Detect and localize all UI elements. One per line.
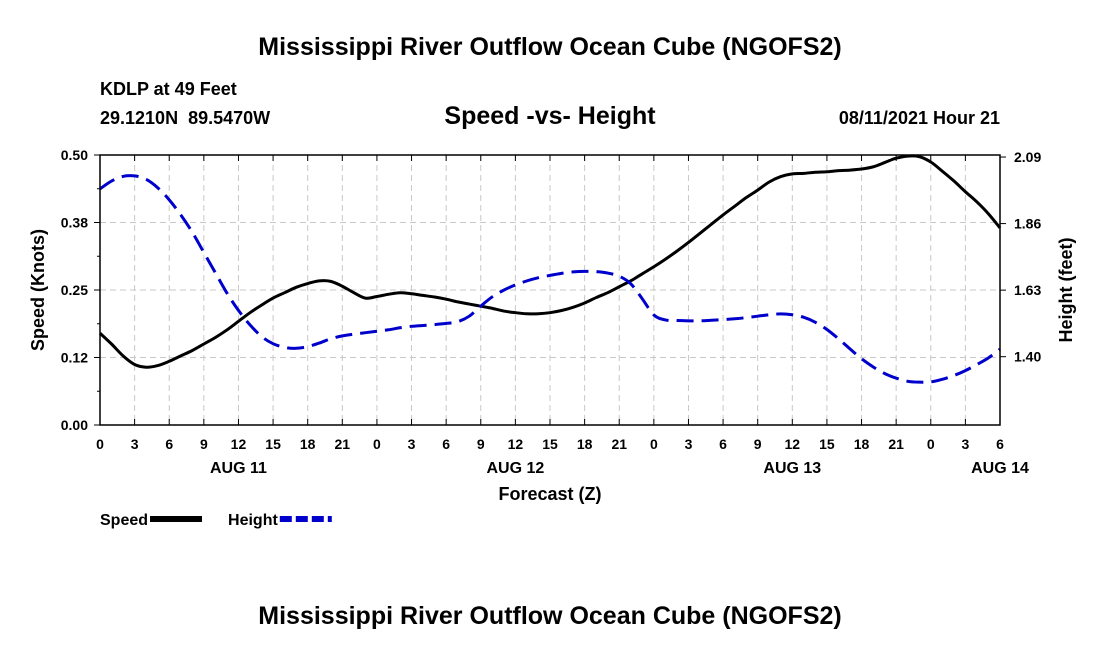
x-tick-label: 6 [442, 436, 450, 452]
height-series-line [99, 174, 1001, 384]
x-tick-label: 12 [508, 436, 524, 452]
x-tick-label: 21 [611, 436, 627, 452]
x-tick-label: 15 [819, 436, 835, 452]
x-tick-label: 6 [165, 436, 173, 452]
x-tick-label: 18 [300, 436, 316, 452]
date-label: AUG 11 [210, 460, 267, 477]
forecast-timestamp: 08/11/2021 Hour 21 [839, 108, 1000, 128]
y2-tick-label: 1.63 [1014, 282, 1041, 298]
x-tick-label: 6 [996, 436, 1004, 452]
x-tick-label: 6 [719, 436, 727, 452]
y-tick-label: 0.38 [61, 215, 88, 231]
y-tick-label: 0.25 [61, 282, 88, 298]
date-label: AUG 13 [763, 460, 821, 477]
x-axis-label: Forecast (Z) [498, 484, 601, 504]
x-tick-label: 9 [477, 436, 485, 452]
y2-tick-label: 2.09 [1014, 149, 1041, 165]
y-tick-label: 0.50 [61, 147, 88, 163]
station-coords: 29.1210N 89.5470W [100, 108, 270, 128]
x-tick-label: 15 [542, 436, 558, 452]
x-tick-label: 21 [335, 436, 351, 452]
y2-axis-label: Height (feet) [1056, 238, 1076, 343]
x-tick-label: 0 [96, 436, 104, 452]
x-tick-label: 12 [231, 436, 247, 452]
x-tick-label: 3 [961, 436, 969, 452]
x-tick-label: 0 [927, 436, 935, 452]
series-lines [98, 154, 1002, 384]
chart-subtitle: Speed -vs- Height [444, 102, 656, 130]
grid-lines [100, 155, 1000, 425]
x-tick-label: 9 [200, 436, 208, 452]
x-tick-label: 0 [650, 436, 658, 452]
x-tick-label: 18 [854, 436, 870, 452]
y2-tick-label: 1.86 [1014, 216, 1041, 232]
y-tick-label: 0.00 [61, 417, 88, 433]
x-tick-label: 18 [577, 436, 593, 452]
x-tick-label: 3 [685, 436, 693, 452]
x-tick-label: 12 [785, 436, 801, 452]
station-name: KDLP at 49 Feet [100, 79, 237, 99]
legend-label-speed: Speed [100, 512, 148, 529]
x-tick-label: 0 [373, 436, 381, 452]
x-tick-label: 21 [888, 436, 904, 452]
x-tick-label: 9 [754, 436, 762, 452]
date-label: AUG 14 [971, 460, 1029, 477]
axes: 0 3 6 9 12 15 18 21 0 3 6 9 12 15 18 21 0 3 6 9 12 15 18 21 0 3 6 A… [61, 147, 1042, 477]
speed-series-line [98, 154, 1002, 369]
y-tick-label: 0.12 [61, 350, 88, 366]
y2-tick-label: 1.40 [1014, 349, 1041, 365]
main-title: Mississippi River Outflow Ocean Cube (NG… [258, 33, 841, 61]
y-axis-label: Speed (Knots) [28, 229, 48, 351]
legend: Speed Height [100, 512, 332, 529]
footer-title: Mississippi River Outflow Ocean Cube (NG… [258, 602, 841, 630]
x-tick-label: 3 [131, 436, 139, 452]
date-label: AUG 12 [486, 460, 544, 477]
x-tick-label: 15 [265, 436, 281, 452]
legend-label-height: Height [228, 512, 278, 529]
x-tick-label: 3 [408, 436, 416, 452]
